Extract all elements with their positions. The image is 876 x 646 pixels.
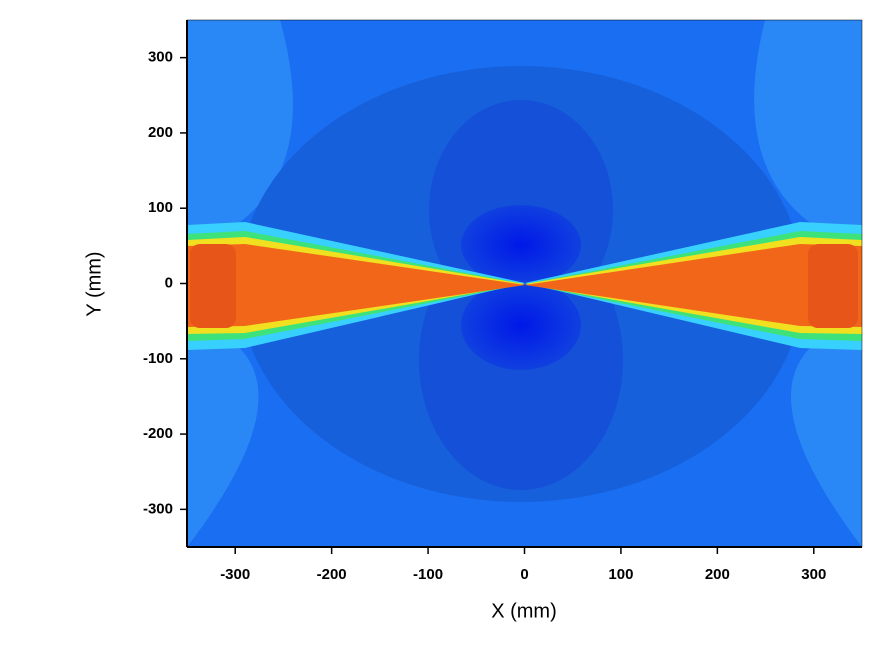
field-band (525, 244, 862, 327)
field-region (461, 205, 581, 285)
field-band (190, 244, 236, 328)
y-tick-label: -200 (143, 425, 173, 442)
field-region (791, 320, 862, 547)
field-region (187, 320, 259, 547)
field-region (754, 20, 862, 250)
x-tick-label: -300 (220, 566, 250, 583)
field-band (808, 244, 858, 328)
x-tick-label: -200 (317, 566, 347, 583)
y-tick-label: 300 (148, 49, 173, 66)
x-tick-label: 100 (608, 566, 633, 583)
field-region (461, 280, 581, 370)
y-axis-label: Y (mm) (83, 251, 105, 316)
x-axis-label: X (mm) (491, 600, 557, 622)
y-tick-label: -300 (143, 500, 173, 517)
x-tick-label: 0 (520, 566, 528, 583)
x-tick-label: 300 (801, 566, 826, 583)
x-tick-label: -100 (413, 566, 443, 583)
y-tick-label: 200 (148, 124, 173, 141)
field (187, 20, 862, 547)
y-tick-label: -100 (143, 350, 173, 367)
y-tick-label: 0 (165, 274, 173, 291)
x-tick-label: 200 (705, 566, 730, 583)
y-tick-label: 100 (148, 199, 173, 216)
field-band (187, 244, 525, 327)
